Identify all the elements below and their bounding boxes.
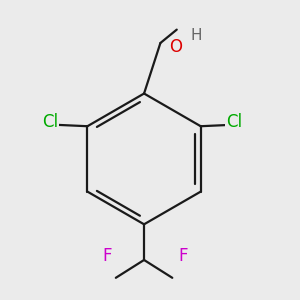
Text: H: H [190, 28, 202, 43]
Text: O: O [169, 38, 182, 56]
Text: Cl: Cl [42, 113, 58, 131]
Text: F: F [178, 247, 188, 265]
Text: Cl: Cl [226, 113, 242, 131]
Text: F: F [102, 247, 112, 265]
